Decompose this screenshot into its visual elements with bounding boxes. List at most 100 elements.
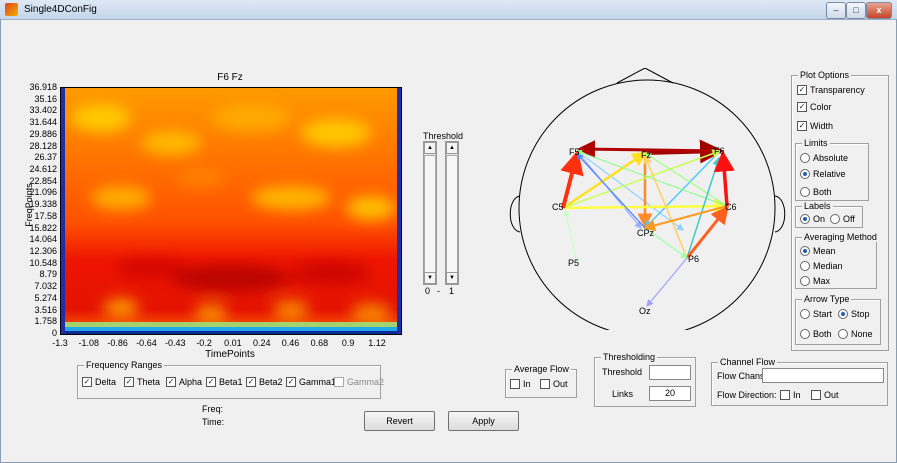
- averaging-method-group: Averaging Method Mean Median Max: [795, 232, 879, 289]
- frequency-ranges-group: Frequency Ranges ✓ Delta ✓ Theta ✓ Alpha ✓ B…: [77, 360, 384, 399]
- connectivity-arrows: [560, 139, 735, 307]
- transparency-checkbox[interactable]: ✓ Transparency: [797, 84, 865, 95]
- limits-both-radio[interactable]: Both: [800, 186, 832, 197]
- slider-thumb[interactable]: [446, 155, 458, 277]
- frequency-ranges-title: Frequency Ranges: [84, 360, 165, 370]
- y-tick-label: 12.306: [29, 246, 57, 256]
- width-checkbox[interactable]: ✓ Width: [797, 120, 834, 131]
- threshold-slider-label: Threshold: [423, 131, 464, 141]
- flow-chans-input[interactable]: [762, 368, 884, 383]
- links-field-label: Links: [612, 389, 634, 399]
- x-tick-label: -0.64: [136, 338, 157, 348]
- y-tick-label: 7.032: [34, 281, 57, 292]
- arrow-none-radio[interactable]: None: [838, 328, 873, 339]
- beta2-checkbox[interactable]: ✓ Beta2: [246, 376, 283, 387]
- revert-button[interactable]: Revert: [364, 411, 435, 431]
- head-outline: [509, 68, 786, 330]
- y-tick-label: 17.58: [34, 210, 57, 221]
- y-tick-label: 24.612: [29, 164, 57, 174]
- plot-title: F6 Fz: [217, 72, 243, 83]
- window-title: Single4DConFig: [24, 4, 97, 15]
- time-frequency-heatmap[interactable]: [60, 87, 402, 335]
- electrode-labels: F5 Fz F6 C5 C6 CPz P5 P6 Oz: [552, 146, 737, 316]
- electrode-label: P6: [688, 254, 699, 264]
- minimize-button[interactable]: –: [826, 2, 846, 19]
- slider-down-arrow-icon[interactable]: ▼: [446, 272, 458, 284]
- arrow-type-title: Arrow Type: [802, 294, 852, 304]
- theta-checkbox[interactable]: ✓ Theta: [124, 376, 161, 387]
- arrow-stop-radio[interactable]: Stop: [838, 308, 870, 319]
- slider-down-arrow-icon[interactable]: ▼: [424, 272, 436, 284]
- averaging-median-radio[interactable]: Median: [800, 260, 843, 271]
- arrow-start-radio[interactable]: Start: [800, 308, 832, 319]
- plot-options-group: Plot Options ✓ Transparency ✓ Color ✓ Width…: [791, 70, 889, 351]
- x-tick-label: 0.68: [310, 338, 329, 348]
- electrode-label: Fz: [641, 150, 651, 160]
- y-tick-label: 10.548: [29, 257, 57, 268]
- maximize-button[interactable]: □: [846, 2, 866, 19]
- beta1-checkbox[interactable]: ✓ Beta1: [206, 376, 243, 387]
- limits-absolute-radio[interactable]: Absolute: [800, 152, 848, 163]
- labels-group: Labels On Off: [795, 201, 863, 228]
- y-tick-label: 14.064: [29, 234, 57, 245]
- average-flow-in-checkbox[interactable]: In: [510, 378, 531, 389]
- threshold-min-slider[interactable]: ▲ ▼: [423, 141, 437, 285]
- y-tick-label: 8.79: [39, 269, 57, 280]
- x-tick-label: 1.12: [368, 338, 386, 348]
- channel-flow-title: Channel Flow: [718, 357, 778, 367]
- thresholding-title: Thresholding: [601, 352, 658, 362]
- delta-checkbox[interactable]: ✓ Delta: [82, 376, 117, 387]
- slider-max-label: 1: [449, 286, 455, 296]
- y-tick-label: 36.918: [29, 82, 57, 92]
- gamma2-checkbox[interactable]: Gamma2: [334, 376, 384, 387]
- average-flow-out-checkbox[interactable]: Out: [540, 378, 568, 389]
- averaging-mean-radio[interactable]: Mean: [800, 245, 836, 256]
- plot-options-title: Plot Options: [798, 70, 852, 80]
- head-connectivity-map[interactable]: F5 Fz F6 C5 C6 CPz P5 P6 Oz: [505, 68, 790, 330]
- arrow-both-radio[interactable]: Both: [800, 328, 832, 339]
- slider-range-separator: -: [437, 286, 440, 296]
- slider-min-label: 0: [425, 286, 431, 296]
- labels-on-radio[interactable]: On: [800, 213, 825, 224]
- flow-direction-out-checkbox[interactable]: Out: [811, 389, 839, 400]
- freq-readout-label: Freq:: [202, 404, 224, 414]
- x-tick-label: -0.43: [165, 338, 186, 348]
- apply-button[interactable]: Apply: [448, 411, 519, 431]
- threshold-input[interactable]: [649, 365, 691, 380]
- x-tick-label: -1.3: [52, 338, 68, 348]
- threshold-max-slider[interactable]: ▲ ▼: [445, 141, 459, 285]
- averaging-method-title: Averaging Method: [802, 232, 879, 242]
- links-input[interactable]: 20: [649, 386, 691, 401]
- y-tick-label: 35.16: [34, 93, 57, 104]
- flow-direction-label: Flow Direction:: [717, 390, 777, 400]
- labels-off-radio[interactable]: Off: [830, 213, 855, 224]
- limits-group: Limits Absolute Relative Both: [795, 138, 869, 201]
- slider-thumb[interactable]: [424, 155, 436, 277]
- slider-up-arrow-icon[interactable]: ▲: [446, 142, 458, 154]
- slider-up-arrow-icon[interactable]: ▲: [424, 142, 436, 154]
- x-tick-label: 0.46: [281, 338, 300, 348]
- close-button[interactable]: x: [866, 2, 892, 19]
- alpha-checkbox[interactable]: ✓ Alpha: [166, 376, 203, 387]
- time-readout-label: Time:: [202, 417, 225, 427]
- x-axis-label: TimePoints: [205, 349, 255, 360]
- gamma1-checkbox[interactable]: ✓ Gamma1: [286, 376, 337, 387]
- y-tick-label: 15.822: [29, 222, 57, 233]
- color-checkbox[interactable]: ✓ Color: [797, 101, 832, 112]
- y-tick-label: 28.128: [29, 140, 57, 151]
- limits-title: Limits: [802, 138, 830, 148]
- limits-relative-radio[interactable]: Relative: [800, 168, 846, 179]
- y-tick-label: 19.338: [29, 199, 57, 210]
- y-tick-label: 22.854: [29, 175, 57, 186]
- x-tick-label: -1.08: [78, 338, 100, 348]
- electrode-label: CPz: [637, 228, 655, 238]
- title-bar: [0, 0, 897, 20]
- y-tick-label: 26.37: [34, 152, 57, 163]
- y-tick-label: 33.402: [29, 105, 57, 116]
- averaging-max-radio[interactable]: Max: [800, 275, 830, 286]
- labels-title: Labels: [802, 201, 833, 211]
- x-tick-label: 0.24: [252, 338, 271, 348]
- electrode-label: C6: [725, 202, 737, 212]
- flow-direction-in-checkbox[interactable]: In: [780, 389, 801, 400]
- electrode-label: P5: [568, 258, 579, 268]
